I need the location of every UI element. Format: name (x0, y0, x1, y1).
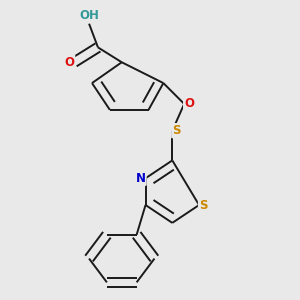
Text: N: N (136, 172, 146, 185)
Text: S: S (199, 199, 208, 212)
Text: OH: OH (79, 9, 99, 22)
Text: S: S (172, 124, 181, 137)
Text: O: O (64, 56, 74, 69)
Text: O: O (184, 98, 194, 110)
